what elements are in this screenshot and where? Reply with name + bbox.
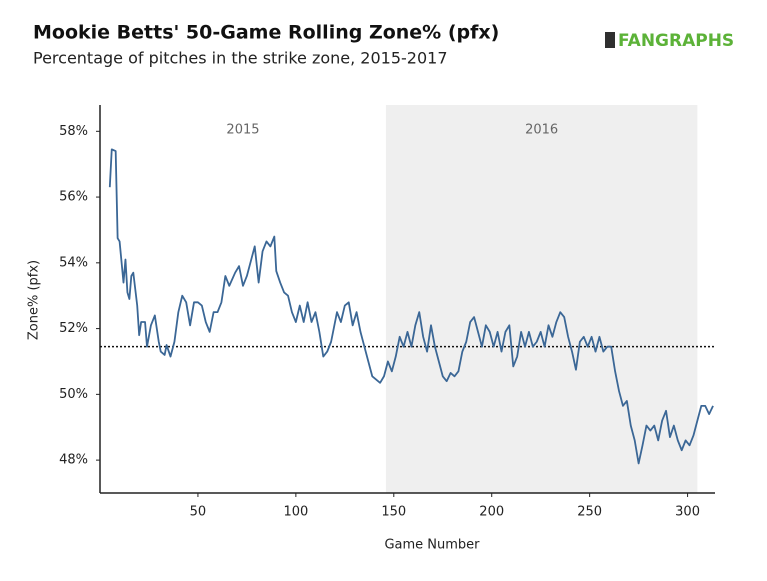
y-tick-label: 52%: [59, 321, 88, 336]
x-tick-label: 200: [479, 505, 504, 520]
chart-title: Mookie Betts' 50-Game Rolling Zone% (pfx…: [33, 22, 499, 44]
y-tick-label: 50%: [59, 387, 88, 402]
region-shade: [385, 105, 698, 493]
chart-subtitle: Percentage of pitches in the strike zone…: [33, 49, 448, 68]
x-tick-label: 100: [283, 505, 308, 520]
x-tick-label: 150: [381, 505, 406, 520]
brand-icon: [605, 32, 615, 48]
x-tick-label: 250: [577, 505, 602, 520]
x-axis-label: Game Number: [384, 538, 480, 553]
brand: FANGRAPHS: [618, 31, 734, 51]
y-axis-label: Zone% (pfx): [27, 260, 42, 340]
x-tick-label: 300: [675, 505, 700, 520]
region-label: 2016: [525, 123, 558, 138]
region-label: 2015: [226, 123, 259, 138]
y-tick-label: 58%: [59, 124, 88, 139]
y-tick-label: 54%: [59, 255, 88, 270]
data-line: [108, 148, 714, 465]
y-tick-label: 56%: [59, 190, 88, 205]
y-tick-label: 48%: [59, 453, 88, 468]
x-tick-label: 50: [190, 505, 207, 520]
